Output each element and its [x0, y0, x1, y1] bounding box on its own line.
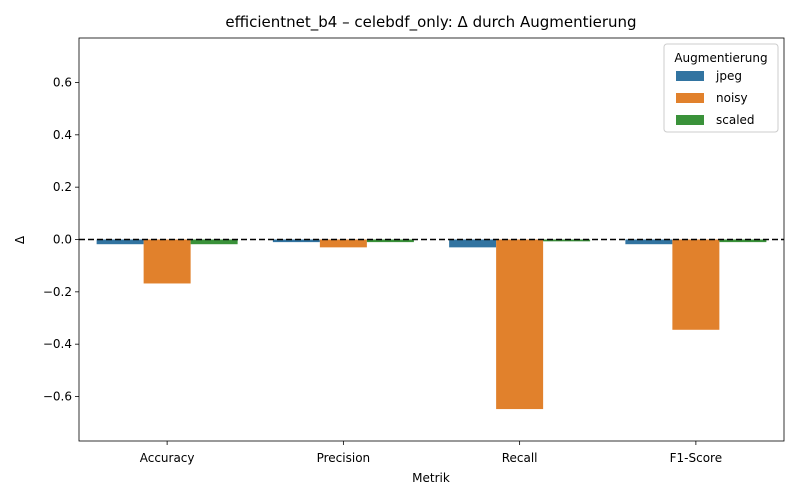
bar-noisy-accuracy [143, 239, 191, 284]
legend-title: Augmentierung [674, 51, 767, 65]
x-axis: Accuracy Precision Recall F1-Score [140, 441, 722, 465]
legend-swatch-jpeg [676, 71, 704, 81]
bar-scaled-precision [366, 239, 414, 243]
bar-noisy-f1-score [672, 239, 720, 330]
y-axis: −0.6 −0.4 −0.2 0.0 0.2 0.4 0.6 [43, 75, 79, 404]
bar-noisy-precision [319, 239, 367, 248]
bar-scaled-recall [543, 239, 591, 242]
y-tick-label: −0.4 [43, 337, 72, 351]
x-tick-label: Accuracy [140, 451, 195, 465]
legend: Augmentierung jpeg noisy scaled [663, 43, 779, 133]
y-tick-label: 0.0 [53, 233, 72, 247]
x-axis-label: Metrik [412, 471, 450, 485]
plot-frame [78, 37, 785, 442]
x-tick-label: Precision [317, 451, 371, 465]
legend-box [663, 43, 779, 133]
legend-label-jpeg: jpeg [715, 69, 742, 83]
bar-scaled-accuracy [190, 239, 238, 245]
legend-swatch-noisy [676, 93, 704, 103]
y-axis-label: Δ [13, 235, 27, 244]
y-tick-label: −0.6 [43, 390, 72, 404]
bar-jpeg-precision [272, 239, 320, 243]
bar-scaled-f1-score [719, 239, 767, 243]
bars-group [96, 239, 767, 410]
legend-swatch-scaled [676, 115, 704, 125]
bar-noisy-recall [496, 239, 544, 410]
legend-label-noisy: noisy [716, 91, 748, 105]
chart-title: efficientnet_b4 – celebdf_only: Δ durch … [225, 13, 636, 32]
x-tick-label: F1-Score [670, 451, 722, 465]
y-tick-label: 0.4 [53, 128, 72, 142]
legend-label-scaled: scaled [716, 113, 755, 127]
x-tick-label: Recall [502, 451, 538, 465]
bar-jpeg-accuracy [96, 239, 144, 245]
y-tick-label: 0.6 [53, 75, 72, 89]
bar-jpeg-recall [449, 239, 497, 248]
y-tick-label: −0.2 [43, 285, 72, 299]
y-tick-label: 0.2 [53, 180, 72, 194]
bar-jpeg-f1-score [625, 239, 673, 245]
